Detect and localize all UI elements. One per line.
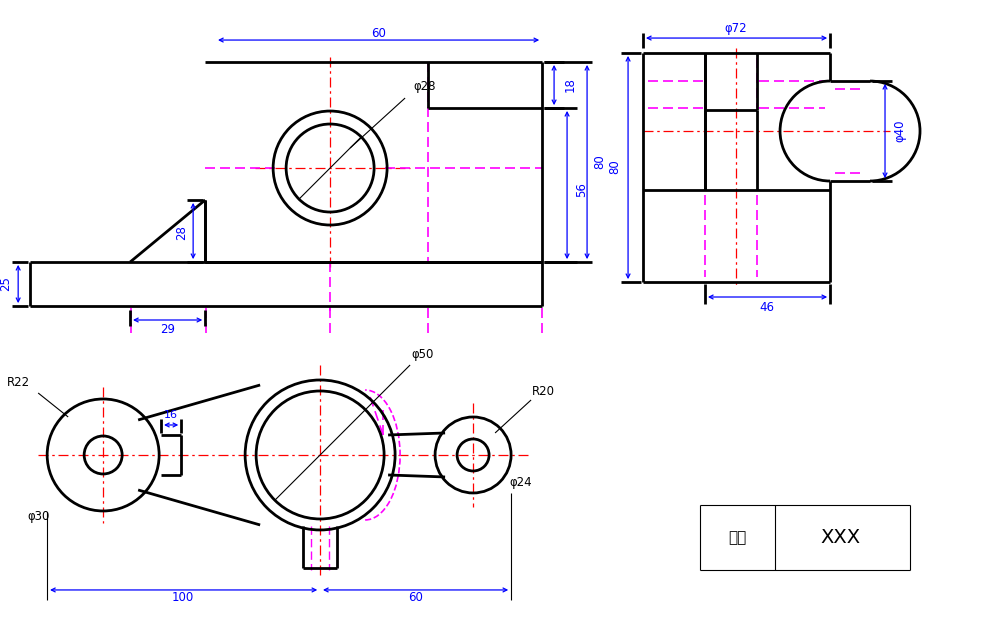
Text: 46: 46 bbox=[760, 300, 775, 313]
Text: φ50: φ50 bbox=[411, 349, 433, 362]
Text: R22: R22 bbox=[7, 376, 30, 389]
Text: 100: 100 bbox=[172, 591, 195, 604]
Text: 16: 16 bbox=[164, 410, 178, 420]
Text: 60: 60 bbox=[408, 591, 423, 604]
Text: 56: 56 bbox=[576, 182, 589, 198]
Text: 25: 25 bbox=[0, 277, 12, 292]
Text: 18: 18 bbox=[564, 78, 577, 93]
Text: 29: 29 bbox=[160, 323, 175, 336]
Text: 80: 80 bbox=[594, 154, 607, 169]
Text: φ24: φ24 bbox=[509, 476, 532, 489]
Text: φ28: φ28 bbox=[414, 80, 436, 93]
Text: 28: 28 bbox=[175, 226, 188, 240]
Text: 80: 80 bbox=[609, 159, 622, 174]
Text: 姓名: 姓名 bbox=[728, 530, 746, 546]
Text: XXX: XXX bbox=[820, 528, 860, 548]
Text: φ40: φ40 bbox=[894, 120, 907, 142]
Text: 60: 60 bbox=[370, 27, 385, 40]
Text: φ30: φ30 bbox=[27, 510, 50, 523]
Text: R20: R20 bbox=[531, 386, 554, 399]
Text: φ72: φ72 bbox=[725, 22, 748, 35]
